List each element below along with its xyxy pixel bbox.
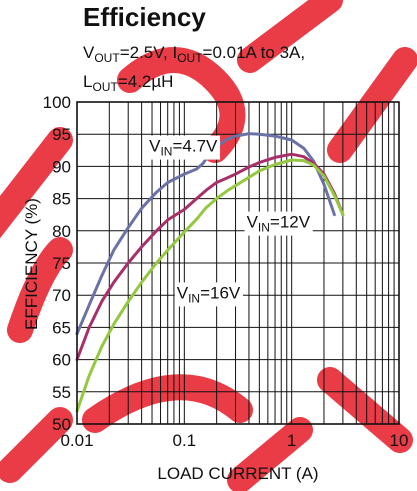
x-tick-label: 1 bbox=[287, 431, 296, 450]
series-label-text: VIN=16V bbox=[177, 283, 241, 305]
series-label-text: VIN=4.7V bbox=[149, 137, 218, 159]
series-line-2 bbox=[75, 152, 345, 362]
y-tick-label: 55 bbox=[52, 383, 71, 402]
x-tick-label: 0.1 bbox=[173, 431, 197, 450]
series-lines bbox=[75, 132, 345, 413]
series-labels: VIN=4.7V VIN=12V VIN=16V bbox=[147, 135, 313, 307]
chart-subtitle-line1: VOUT=2.5V, IOUT=0.01A to 3A, bbox=[83, 43, 305, 65]
y-tick-label: 65 bbox=[52, 318, 71, 337]
x-tick-labels: 0.01 0.1 1 10 bbox=[60, 431, 408, 450]
y-tick-label: 60 bbox=[52, 351, 71, 370]
watermark-stroke bbox=[327, 47, 417, 163]
chart-title: Efficiency bbox=[83, 2, 206, 32]
watermark-stroke bbox=[237, 0, 343, 73]
series-label-background bbox=[147, 135, 221, 160]
watermark-stroke bbox=[117, 47, 246, 163]
plot-frame bbox=[76, 101, 400, 425]
series-label-background bbox=[244, 211, 313, 236]
series-label-3: VIN=16V bbox=[174, 282, 243, 307]
chart-subtitle-line2: LOUT=4.2µH bbox=[83, 72, 173, 94]
series-line-3 bbox=[75, 158, 345, 413]
y-tick-label: 90 bbox=[52, 157, 71, 176]
x-tick-label: 10 bbox=[390, 431, 409, 450]
y-tick-label: 95 bbox=[52, 125, 71, 144]
y-tick-label: 85 bbox=[52, 190, 71, 209]
series-label-text: VIN=12V bbox=[247, 213, 311, 235]
watermark-stroke bbox=[0, 127, 73, 239]
y-tick-label: 75 bbox=[52, 254, 71, 273]
watermark-stroke bbox=[0, 407, 73, 483]
y-tick-labels: 50 55 60 65 70 75 80 85 90 95 100 bbox=[43, 93, 71, 434]
watermark-stroke bbox=[317, 367, 413, 453]
watermark-stroke bbox=[227, 417, 313, 491]
x-tick-label: 0.01 bbox=[60, 431, 93, 450]
y-tick-label: 80 bbox=[52, 222, 71, 241]
series-label-2: VIN=12V bbox=[244, 211, 313, 236]
x-axis-label: LOAD CURRENT (A) bbox=[157, 464, 318, 483]
y-tick-label: 70 bbox=[52, 286, 71, 305]
series-label-1: VIN=4.7V bbox=[147, 135, 221, 160]
watermark-stroke bbox=[7, 237, 73, 343]
series-label-background bbox=[174, 282, 243, 307]
y-tick-label: 100 bbox=[43, 93, 71, 112]
y-tick-label: 50 bbox=[52, 415, 71, 434]
y-axis-label: EFFICIENCY (%) bbox=[22, 198, 41, 330]
